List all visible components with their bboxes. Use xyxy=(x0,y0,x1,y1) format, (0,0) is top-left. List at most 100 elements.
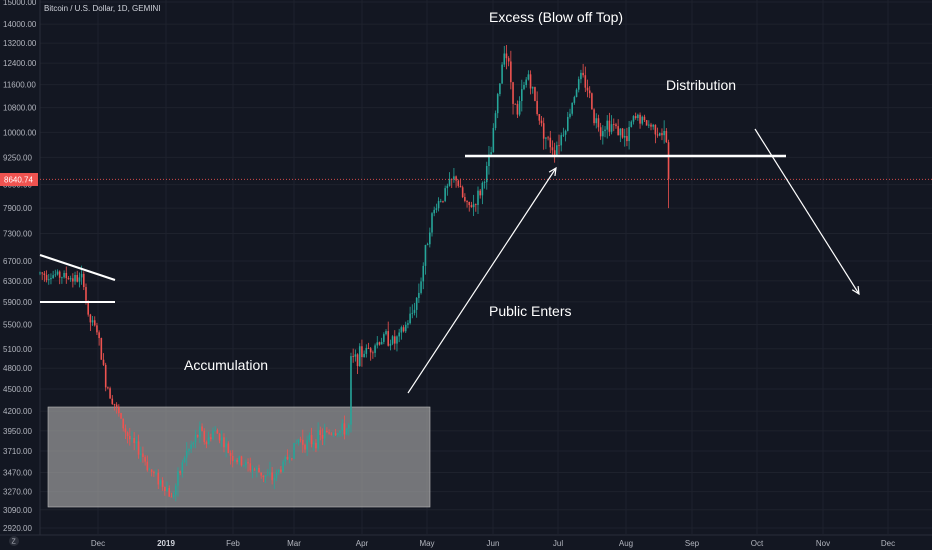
last-price-badge xyxy=(0,173,38,186)
candle-body xyxy=(549,137,552,148)
annotations: Excess (Blow off Top) Distribution Public … xyxy=(184,9,736,373)
candle-body xyxy=(315,442,317,449)
candle-body xyxy=(404,324,407,332)
candle-body xyxy=(398,332,400,337)
candle-body xyxy=(573,97,576,103)
candle-body xyxy=(374,345,376,353)
candle-body xyxy=(608,120,611,132)
candle-body xyxy=(560,135,563,146)
candle-body xyxy=(431,213,433,233)
candle-body xyxy=(166,488,168,491)
candle-body xyxy=(306,440,308,450)
candle-body xyxy=(312,442,315,445)
candle-body xyxy=(650,124,652,127)
candle-body xyxy=(223,437,225,448)
candle-body xyxy=(291,458,293,460)
candle-body xyxy=(599,127,602,137)
candle-body xyxy=(258,467,260,473)
candle-body xyxy=(523,84,525,90)
y-tick-label: 5900.00 xyxy=(3,298,32,307)
candle-body xyxy=(139,453,142,455)
annotation-label: Public Enters xyxy=(489,303,571,319)
candle-body xyxy=(56,271,59,275)
candle-body xyxy=(372,352,374,354)
candle-body xyxy=(367,347,370,349)
candle-body xyxy=(604,129,606,132)
candle-body xyxy=(632,116,635,122)
candle-body xyxy=(227,443,230,453)
candle-body xyxy=(536,100,538,115)
y-tick-label: 13200.00 xyxy=(3,39,37,48)
tv-logo-mark: Z xyxy=(12,539,17,546)
candle-body xyxy=(317,430,319,449)
candle-body xyxy=(172,494,175,497)
y-tick-label: 3090.00 xyxy=(3,506,32,515)
candle-body xyxy=(426,244,429,246)
candle-body xyxy=(128,436,131,440)
candle-body xyxy=(43,273,46,275)
candle-body xyxy=(448,178,451,186)
annotation-label: Distribution xyxy=(666,77,736,93)
x-tick-label: Apr xyxy=(356,539,369,548)
y-tick-label: 5100.00 xyxy=(3,345,32,354)
candle-body xyxy=(621,128,624,138)
candle-body xyxy=(562,134,565,136)
candle-body xyxy=(41,272,43,274)
arrow-up xyxy=(407,167,557,394)
candle-body xyxy=(619,128,622,136)
x-tick-label: Feb xyxy=(226,539,240,548)
candle-body xyxy=(188,449,190,451)
candle-body xyxy=(556,145,558,155)
y-tick-label: 15000.00 xyxy=(3,0,37,7)
candle-body xyxy=(181,462,184,473)
candle-body xyxy=(628,126,630,142)
candle-body xyxy=(83,273,85,288)
candle-body xyxy=(429,232,431,245)
candle-body xyxy=(455,176,457,181)
candle-body xyxy=(168,488,171,497)
candle-body xyxy=(492,127,495,153)
candle-body xyxy=(72,278,74,282)
candle-body xyxy=(273,478,276,481)
candle-body xyxy=(494,113,497,128)
candle-body xyxy=(159,480,162,485)
candle-body xyxy=(485,166,488,183)
candle-body xyxy=(218,433,221,441)
candle-body xyxy=(269,472,271,475)
candle-body xyxy=(161,480,164,487)
y-tick-label: 14000.00 xyxy=(3,20,37,29)
candle-body xyxy=(264,474,267,478)
drawings xyxy=(39,128,932,394)
candle-body xyxy=(337,433,339,435)
last-price-text: 8640.74 xyxy=(4,176,33,185)
y-tick-label: 3950.00 xyxy=(3,427,32,436)
arrow-down xyxy=(754,128,860,295)
candle-body xyxy=(481,182,484,196)
candle-body xyxy=(74,274,76,282)
candle-body xyxy=(643,116,646,121)
candle-body xyxy=(91,320,94,323)
candle-body xyxy=(104,364,107,388)
candle-body xyxy=(442,200,444,202)
candle-body xyxy=(490,152,492,155)
candle-body xyxy=(420,281,422,293)
candle-body xyxy=(245,462,247,466)
candle-body xyxy=(345,428,348,435)
candle-body xyxy=(518,101,521,115)
x-tick-label: Aug xyxy=(619,539,633,548)
candle-body xyxy=(591,93,593,110)
candle-body xyxy=(288,458,291,460)
candle-body xyxy=(516,104,519,115)
candle-body xyxy=(503,53,506,65)
candle-body xyxy=(190,444,192,450)
candle-body xyxy=(661,133,663,136)
candle-body xyxy=(464,197,466,201)
candle-body xyxy=(343,423,346,435)
candle-body xyxy=(623,136,626,138)
candle-body xyxy=(328,432,330,434)
candle-body xyxy=(363,353,365,358)
candle-body xyxy=(286,456,289,460)
candle-body xyxy=(210,437,212,440)
candle-body xyxy=(626,136,628,142)
